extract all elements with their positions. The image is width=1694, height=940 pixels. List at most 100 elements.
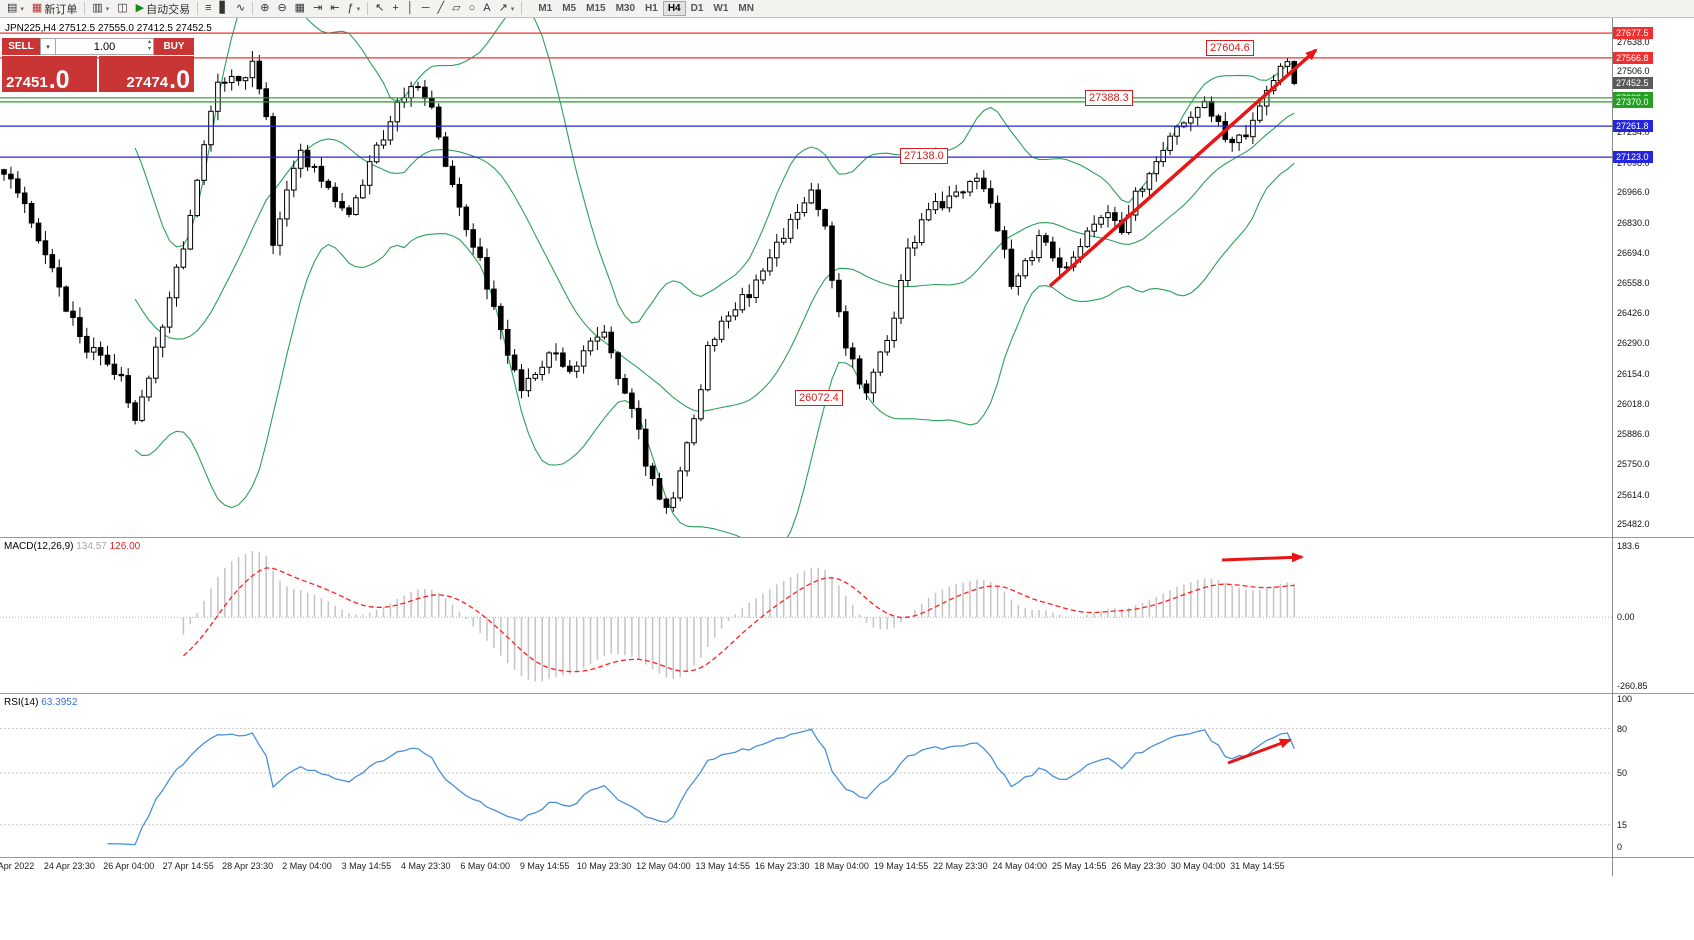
trend-arrow[interactable] xyxy=(1048,48,1318,288)
time-tick-label: 27 Apr 14:55 xyxy=(162,861,214,871)
sell-button[interactable]: 27451.0 xyxy=(2,56,97,92)
trendline-icon: ╱ xyxy=(437,2,445,14)
toolbar-buttons: ▤ ▾ ▦ 新订单 ▥ ▾ ◫ ▶ 自动交易 ≡ ▋ ∿ ⊕ ⊖ ▦ ⇥ ⇤ ƒ ▾ ↖ + │ ─ ╱ ▱ ○ A ↗ ▾ xyxy=(3,0,525,18)
macd-signal-value: 126.00 xyxy=(109,541,141,552)
price-tick-label: 25482.0 xyxy=(1617,519,1650,530)
bar-chart-button[interactable]: ≡ xyxy=(201,1,215,17)
zoom-in-button[interactable]: ⊕ xyxy=(256,1,273,17)
charts-layout-icon: ◫ xyxy=(117,2,128,14)
macd-axis[interactable]: 183.6 0.00 -260.85 xyxy=(0,538,1694,693)
cursor-button[interactable]: ↖ xyxy=(371,1,388,17)
rsi-tick-label: 50 xyxy=(1617,768,1628,778)
auto-scroll-button[interactable]: ⇥ xyxy=(309,1,326,17)
price-tick-label: 27638.0 xyxy=(1617,36,1650,47)
toolbar-separator xyxy=(521,2,523,15)
buy-tab[interactable]: BUY xyxy=(154,38,194,55)
zoom-out-button[interactable]: ⊖ xyxy=(273,1,290,17)
timeframe-h1-button[interactable]: H1 xyxy=(640,1,663,16)
vertical-line-button[interactable]: │ xyxy=(403,1,418,17)
macd-arrow[interactable] xyxy=(1221,552,1304,563)
price-annotation[interactable]: 27138.0 xyxy=(900,148,948,164)
price-line-label: 27370.0 xyxy=(1613,95,1653,108)
macd-chart[interactable] xyxy=(0,538,1612,694)
rsi-chart[interactable] xyxy=(0,694,1612,858)
rsi-line xyxy=(107,728,1295,846)
timeframe-w1-button[interactable]: W1 xyxy=(708,1,733,16)
price-annotation[interactable]: 27604.6 xyxy=(1206,40,1254,56)
autotrading-button[interactable]: ▶ 自动交易 xyxy=(132,1,194,17)
new-order-button[interactable]: ▦ 新订单 xyxy=(28,1,81,17)
time-tick-label: 26 May 23:30 xyxy=(1111,861,1166,871)
rsi-tick-label: 15 xyxy=(1617,819,1628,830)
price-chart-panel[interactable]: JPN225,H4 27512.5 27555.0 27412.5 27452.… xyxy=(0,18,1694,538)
time-tick-label: 13 May 14:55 xyxy=(695,861,751,871)
time-tick-label: 31 May 14:55 xyxy=(1230,861,1285,871)
dropdown-caret-icon: ▾ xyxy=(356,5,361,13)
sell-price-pips: .0 xyxy=(48,65,70,94)
timeframe-m30-button[interactable]: M30 xyxy=(611,1,640,16)
timeframe-d1-button[interactable]: D1 xyxy=(686,1,709,16)
new-order-icon: ▦ xyxy=(31,2,43,14)
price-annotation[interactable]: 27388.3 xyxy=(1085,90,1133,106)
price-tick-label: 27506.0 xyxy=(1617,66,1650,77)
candlestick-chart-button[interactable]: ▋ xyxy=(216,1,232,17)
toolbar-separator xyxy=(367,2,369,15)
channel-icon: ▱ xyxy=(452,2,461,14)
timeframe-h4-button[interactable]: H4 xyxy=(662,1,686,16)
channel-button[interactable]: ▱ xyxy=(448,1,464,17)
arrow-object-icon: ↗ xyxy=(498,2,508,14)
time-tick-label: 3 May 14:55 xyxy=(341,861,392,871)
sell-tab[interactable]: SELL xyxy=(2,38,40,55)
zoom-in-icon: ⊕ xyxy=(260,2,270,14)
volume-value: 1.00 xyxy=(93,40,116,53)
chevron-down-icon: ▾ xyxy=(46,43,50,51)
time-tick-label: 26 Apr 04:00 xyxy=(103,861,155,871)
charts-layout-button[interactable]: ◫ xyxy=(113,1,131,17)
ellipse-button[interactable]: ○ xyxy=(465,1,480,17)
chart-annotations: 27604.6 27388.3 27138.0 26072.4 xyxy=(0,18,1694,537)
time-tick-label: 2 May 04:00 xyxy=(282,861,332,871)
timeframe-m5-button[interactable]: M5 xyxy=(557,1,581,16)
tile-windows-button[interactable]: ▦ xyxy=(291,1,309,17)
order-options-dropdown[interactable]: ▾ xyxy=(40,38,56,55)
rsi-name: RSI(14) xyxy=(4,697,39,708)
volume-input[interactable]: 1.00 ▴ ▾ xyxy=(56,38,154,55)
horizontal-level-lines[interactable] xyxy=(0,32,1612,158)
crosshair-button[interactable]: + xyxy=(388,1,402,17)
timeframe-m1-button[interactable]: M1 xyxy=(533,1,557,16)
time-tick-label: 19 May 14:55 xyxy=(873,861,929,871)
price-axis[interactable]: 27638.027506.027234.027098.026966.026830… xyxy=(0,18,1694,537)
indicators-button[interactable]: ƒ ▾ xyxy=(344,1,365,17)
text-button[interactable]: A xyxy=(479,1,494,17)
line-chart-button[interactable]: ∿ xyxy=(232,1,249,17)
time-tick-label: 22 May 23:30 xyxy=(933,861,988,871)
time-tick-label: 16 May 23:30 xyxy=(754,861,810,871)
arrow-object-button[interactable]: ↗ ▾ xyxy=(495,1,519,17)
rsi-arrow[interactable] xyxy=(1227,738,1292,765)
vertical-line-icon: │ xyxy=(406,2,414,14)
price-line-label: 27677.5 xyxy=(1613,27,1653,40)
volume-stepper[interactable]: ▴ ▾ xyxy=(147,39,151,52)
profiles-button[interactable]: ▥ ▾ xyxy=(88,1,113,17)
macd-panel[interactable]: MACD(12,26,9) 134.57 126.00 183.6 0.00 -… xyxy=(0,538,1694,694)
horizontal-line-button[interactable]: ─ xyxy=(418,1,434,17)
chart-shift-button[interactable]: ⇤ xyxy=(326,1,343,17)
cursor-icon: ↖ xyxy=(375,2,385,14)
time-axis[interactable]: 21 Apr 2022 24 Apr 23:30 26 Apr 04:00 27 Ap… xyxy=(0,858,1694,876)
trendline-button[interactable]: ╱ xyxy=(433,1,448,17)
buy-button[interactable]: 27474.0 xyxy=(99,56,194,92)
timeframe-m15-button[interactable]: M15 xyxy=(581,1,610,16)
rsi-panel[interactable]: RSI(14) 63.3952 100 80 50 15 0 xyxy=(0,694,1694,858)
time-tick-label: 25 May 14:55 xyxy=(1051,861,1107,871)
timeframe-mn-button[interactable]: MN xyxy=(733,1,759,16)
indicators-icon: ƒ xyxy=(347,2,354,14)
new-chart-button[interactable]: ▤ ▾ xyxy=(3,1,28,17)
macd-axis-min: -260.85 xyxy=(1617,681,1648,691)
buy-price: 27474 xyxy=(126,74,169,91)
price-annotation[interactable]: 26072.4 xyxy=(795,390,843,406)
candlestick-chart[interactable] xyxy=(0,18,1612,538)
price-tick-label: 26830.0 xyxy=(1617,217,1650,228)
time-tick-label: 28 Apr 23:30 xyxy=(222,861,274,871)
auto-scroll-icon: ⇥ xyxy=(313,2,323,14)
rsi-axis[interactable]: 100 80 50 15 0 xyxy=(0,694,1694,857)
